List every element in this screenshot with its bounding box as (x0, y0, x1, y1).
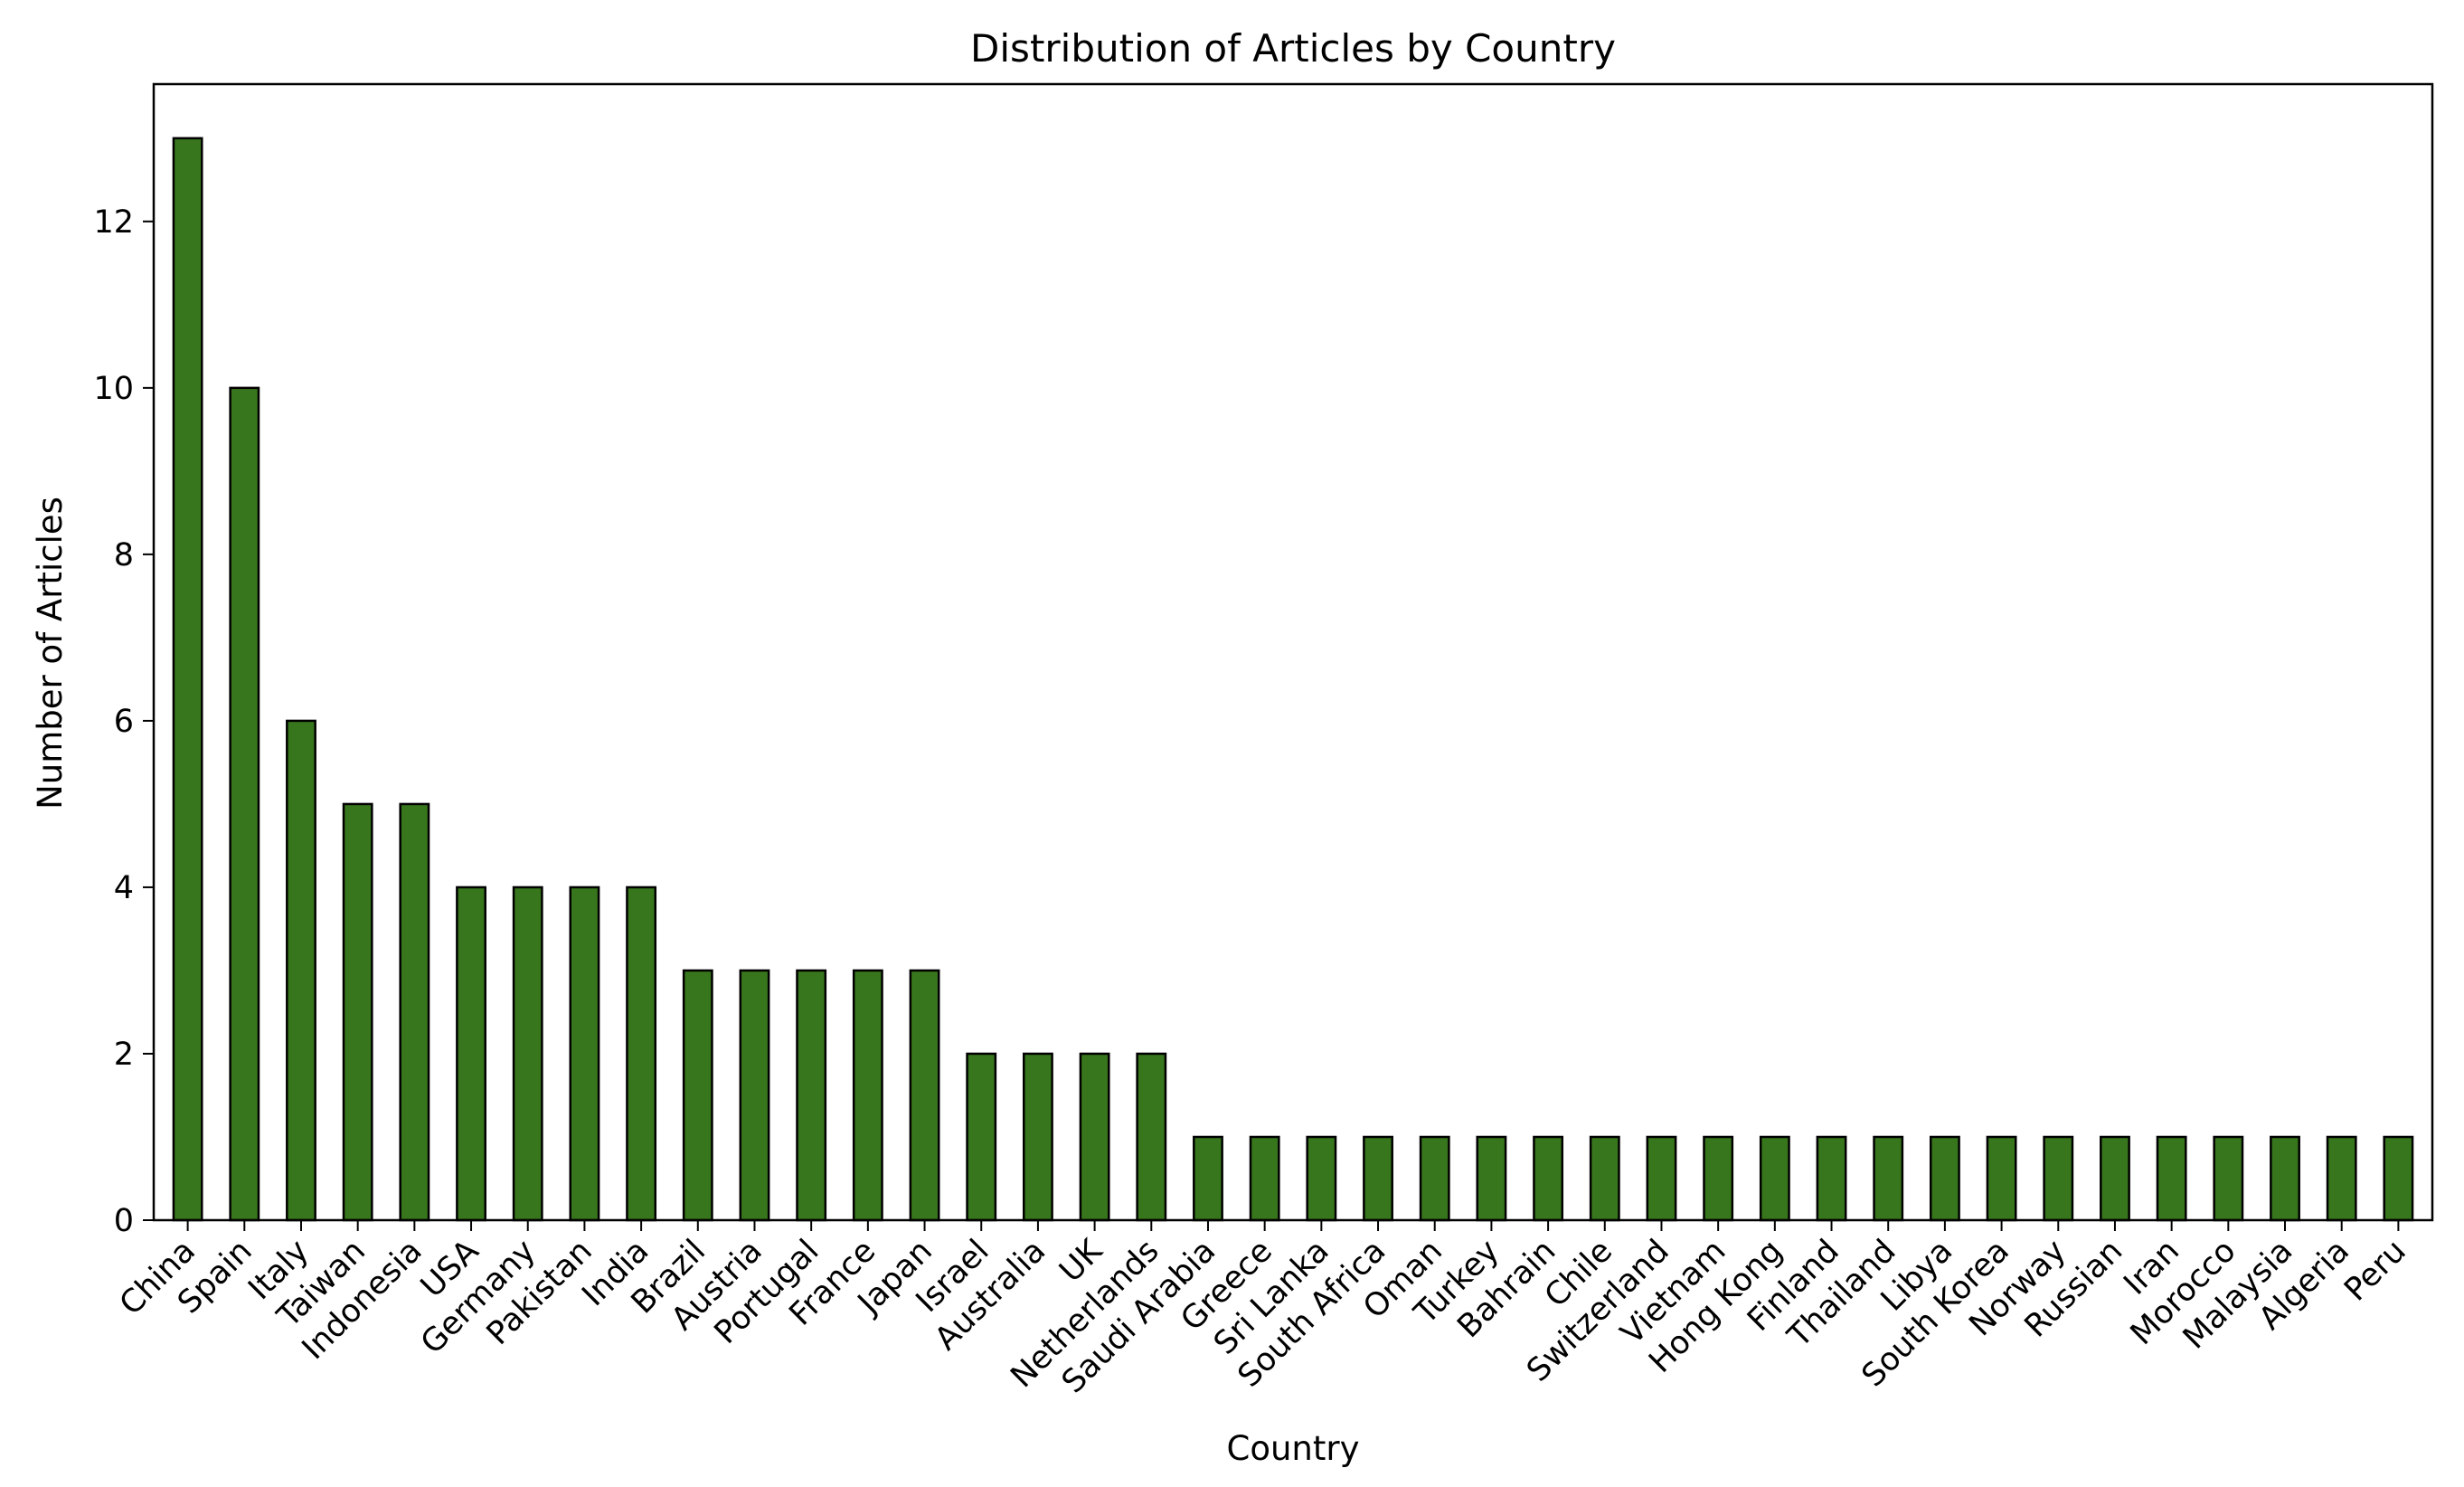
bar-south-africa (1363, 1135, 1393, 1222)
bar-libya (1929, 1135, 1960, 1222)
bar-uk (1079, 1052, 1110, 1222)
bar-malaysia (2270, 1135, 2300, 1222)
bar-thailand (1873, 1135, 1904, 1222)
x-axis-title: Country (1227, 1429, 1360, 1468)
bar-austria (739, 969, 770, 1222)
y-tick-label: 6 (114, 704, 134, 740)
bar-netherlands (1136, 1052, 1167, 1222)
bar-russian (2100, 1135, 2130, 1222)
bar-saudi-arabia (1193, 1135, 1223, 1222)
bar-japan (909, 969, 940, 1222)
bar-spain (229, 386, 260, 1222)
bar-sri-lanka (1306, 1135, 1337, 1222)
bar-taiwan (342, 802, 373, 1222)
y-tick-label: 0 (114, 1203, 134, 1239)
y-tick-label: 2 (114, 1037, 134, 1073)
bar-bahrain (1533, 1135, 1564, 1222)
bar-iran (2156, 1135, 2187, 1222)
bar-france (852, 969, 883, 1222)
y-tick-label: 4 (114, 870, 134, 906)
bar-italy (286, 719, 316, 1222)
bar-greece (1249, 1135, 1280, 1222)
bar-china (172, 137, 203, 1222)
y-tick-label: 12 (93, 204, 134, 241)
y-tick-label: 8 (114, 537, 134, 573)
bar-switzerland (1646, 1135, 1677, 1222)
bar-germany (512, 886, 543, 1222)
bar-israel (966, 1052, 997, 1222)
bar-hong-kong (1759, 1135, 1790, 1222)
bar-algeria (2326, 1135, 2357, 1222)
bar-south-korea (1986, 1135, 2017, 1222)
y-tick-label: 10 (93, 371, 134, 407)
bar-australia (1022, 1052, 1053, 1222)
bar-turkey (1476, 1135, 1507, 1222)
bar-peru (2383, 1135, 2414, 1222)
bar-morocco (2213, 1135, 2244, 1222)
bar-usa (456, 886, 486, 1222)
bar-pakistan (569, 886, 600, 1222)
bar-finland (1816, 1135, 1847, 1222)
bar-portugal (796, 969, 827, 1222)
y-axis-title: Number of Articles (31, 497, 70, 810)
chart-title: Distribution of Articles by Country (970, 26, 1616, 71)
bar-vietnam (1703, 1135, 1734, 1222)
bar-oman (1419, 1135, 1450, 1222)
bar-chile (1589, 1135, 1620, 1222)
y-axis-ticks: 0 2 4 6 8 10 12 (93, 204, 154, 1239)
bar-brazil (682, 969, 713, 1222)
bar-norway (2043, 1135, 2074, 1222)
bar-indonesia (399, 802, 430, 1222)
bar-india (626, 886, 657, 1222)
bars-layer (172, 137, 2414, 1222)
plot-frame (152, 82, 2434, 1222)
